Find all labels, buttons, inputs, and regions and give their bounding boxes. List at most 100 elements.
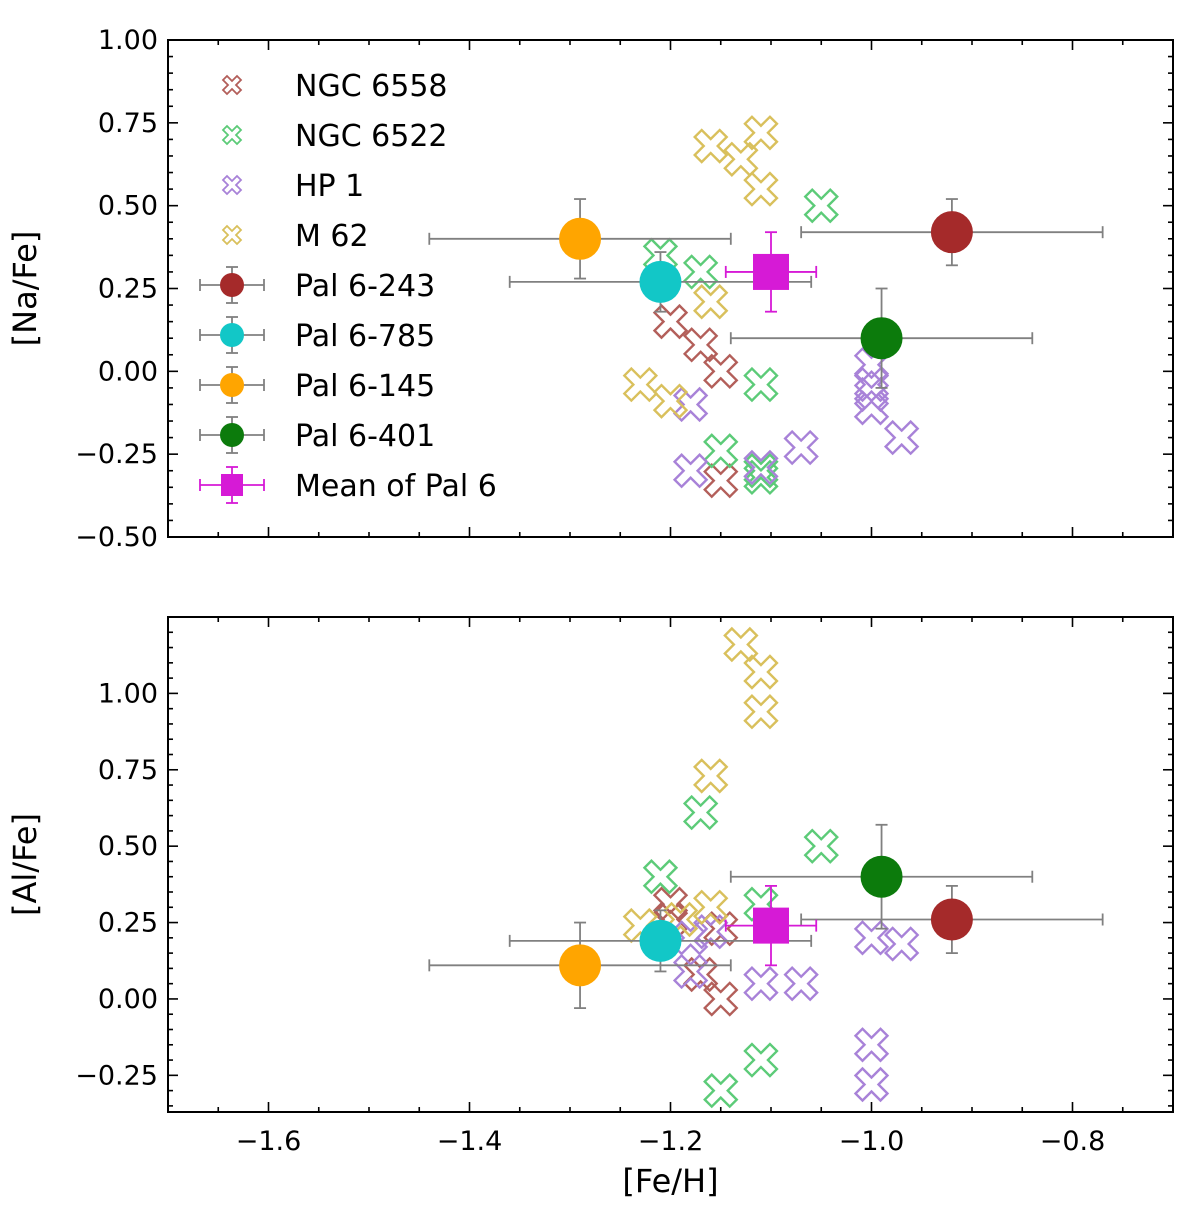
data-point-x [853, 1066, 890, 1103]
data-point-x [723, 626, 759, 663]
data-point-square [753, 253, 789, 290]
data-point-circle [559, 944, 602, 987]
data-point-x [853, 376, 890, 413]
legend-marker-x [221, 224, 243, 246]
pal6-point-pal401 [729, 287, 1034, 389]
legend-entry-ngc6558: NGC 6558 [221, 69, 448, 104]
y-tick-label: 0.00 [98, 984, 158, 1015]
data-point-x [682, 327, 719, 363]
pal6-point-pal401 [729, 823, 1034, 930]
y-tick-label: 0.75 [98, 108, 158, 139]
data-point-x [783, 965, 819, 1002]
pal6-point-pal145 [428, 921, 732, 1010]
legend-entry-ngc6522: NGC 6522 [221, 119, 448, 154]
data-point-circle [559, 217, 602, 260]
series-m62 [622, 626, 779, 944]
legend-entry-m62: M 62 [221, 219, 369, 254]
legend-label: NGC 6558 [295, 69, 448, 104]
data-point-x [743, 965, 779, 1002]
legend-label: Mean of Pal 6 [295, 469, 497, 504]
y-tick-label: −0.25 [75, 439, 158, 470]
pal6-point-mean [724, 884, 818, 967]
data-point-x [703, 462, 739, 499]
pal6-point-pal785 [508, 251, 813, 313]
data-point-x [853, 390, 890, 426]
data-point-x [743, 453, 779, 489]
legend-entry-pal243: Pal 6-243 [199, 266, 435, 304]
data-point-square [753, 907, 789, 944]
legend-label: Pal 6-785 [295, 319, 435, 354]
data-point-x [883, 419, 920, 456]
legend-entry-mean: Mean of Pal 6 [199, 466, 497, 504]
legend-entry-pal145: Pal 6-145 [199, 366, 435, 404]
series-ngc6558 [652, 303, 739, 499]
legend-label: Pal 6-243 [295, 269, 435, 304]
legend-label: Pal 6-145 [295, 369, 435, 404]
data-point-x [703, 1072, 739, 1109]
pal6-point-pal145 [428, 198, 732, 280]
data-point-circle [860, 855, 903, 898]
legend-marker-circle [220, 273, 244, 297]
data-point-x [622, 907, 659, 944]
data-point-x [622, 366, 659, 403]
legend-label: M 62 [295, 219, 369, 254]
y-tick-label: −0.50 [75, 522, 158, 553]
data-point-x [743, 366, 779, 403]
legend: NGC 6558 NGC 6522 HP 1 M 62 Pal 6-243 Pal 6-7… [199, 69, 497, 504]
data-point-x [743, 449, 779, 486]
data-point-circle [930, 898, 973, 941]
data-point-x [642, 859, 679, 895]
x-tick-label: −1.6 [236, 1126, 302, 1157]
plot-frame [167, 39, 1174, 538]
data-point-x [743, 459, 779, 496]
pal6-point-pal243 [800, 884, 1104, 955]
legend-marker-square [221, 474, 243, 496]
legend-marker-x [221, 124, 243, 146]
y-tick-label: 1.00 [98, 25, 158, 56]
x-tick-label: −0.8 [1040, 1126, 1106, 1157]
data-point-x [693, 284, 729, 320]
data-point-x [682, 254, 719, 290]
x-axis-title: [Fe/H] [622, 1162, 718, 1200]
ticks [167, 616, 1174, 1112]
y-tick-label: 0.50 [98, 831, 158, 862]
panel-top: 1.00 0.75 0.50 0.25 0.00 −0.25 −0.50 [Na/Fe] NGC… [6, 25, 1174, 553]
legend-label: HP 1 [295, 169, 364, 204]
legend-entry-pal785: Pal 6-785 [199, 316, 435, 354]
data-point-x [672, 453, 709, 489]
data-point-x [703, 353, 739, 390]
data-point-circle [639, 919, 682, 962]
legend-label: NGC 6522 [295, 119, 448, 154]
data-point-circle [639, 260, 682, 303]
data-point-x [853, 366, 890, 403]
x-tick-label: −1.0 [839, 1126, 905, 1157]
data-point-x [743, 171, 779, 207]
data-point-x [652, 303, 689, 340]
data-point-x [652, 383, 689, 419]
data-point-x [743, 1042, 779, 1078]
data-point-x [693, 914, 729, 950]
y-tick-label: 0.25 [98, 274, 158, 305]
data-point-x [743, 115, 779, 151]
data-point-x [703, 433, 739, 469]
series-m62 [622, 115, 779, 419]
data-point-x [693, 128, 729, 164]
legend-entry-pal401: Pal 6-401 [199, 416, 435, 454]
data-point-x [693, 889, 729, 925]
y-tick-label: 0.50 [98, 191, 158, 222]
legend-marker-circle [220, 423, 244, 447]
x-tick-label: −1.2 [638, 1126, 704, 1157]
legend-marker-x [221, 74, 243, 96]
y-tick-label: 0.25 [98, 908, 158, 939]
y-tick-label: 1.00 [98, 678, 158, 709]
y-axis-title: [Na/Fe] [6, 231, 44, 347]
y-axis-title: [Al/Fe] [6, 813, 44, 916]
data-point-x [672, 386, 709, 423]
data-point-x [693, 758, 729, 794]
legend-marker-circle [220, 373, 244, 397]
data-point-circle [860, 317, 903, 360]
data-point-x [723, 141, 759, 177]
data-point-x [803, 187, 839, 224]
pal6-point-pal243 [800, 198, 1104, 267]
